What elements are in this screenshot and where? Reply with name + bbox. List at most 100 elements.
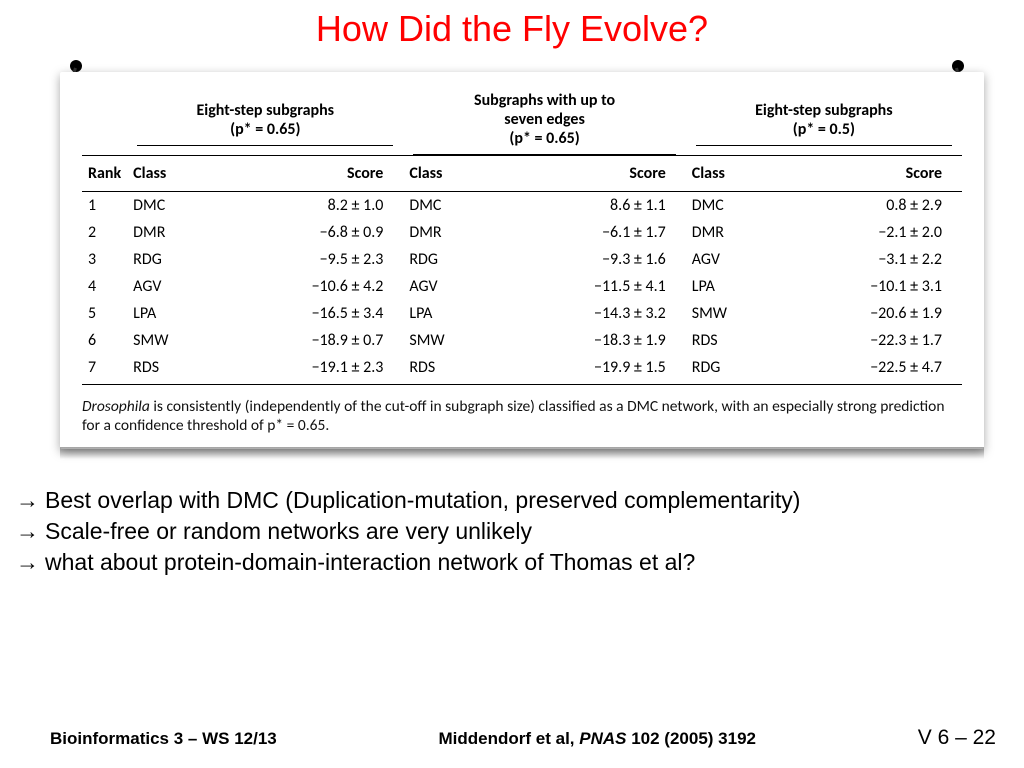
arrow-icon: → [16, 547, 45, 578]
cell-score: −19.9 ± 1.5 [495, 354, 685, 385]
group-title: seven edges [504, 110, 585, 129]
cell-class: SMW [403, 327, 495, 354]
cell-class: RDS [686, 327, 776, 354]
cell-score: −19.1 ± 2.3 [217, 354, 403, 385]
cell-score: −11.5 ± 4.1 [495, 273, 685, 300]
cell-rank: 2 [82, 219, 127, 246]
header-score: Score [217, 156, 403, 192]
cell-score: −18.9 ± 0.7 [217, 327, 403, 354]
column-group-2: Subgraphs with up to seven edges (p* = 0… [403, 88, 685, 156]
header-class: Class [127, 156, 217, 192]
cell-class: DMC [686, 192, 776, 220]
cell-class: DMR [686, 219, 776, 246]
table-row: 2DMR−6.8 ± 0.9DMR−6.1 ± 1.7DMR−2.1 ± 2.0 [82, 219, 962, 246]
cell-score: −22.5 ± 4.7 [776, 354, 962, 385]
footer-left: Bioinformatics 3 – WS 12/13 [50, 729, 277, 749]
citation-journal: PNAS [579, 729, 626, 748]
caption-italic: Drosophila [82, 397, 150, 416]
cell-class: SMW [127, 327, 217, 354]
header-score: Score [495, 156, 685, 192]
cell-rank: 5 [82, 300, 127, 327]
cell-class: RDG [686, 354, 776, 385]
cell-score: 8.2 ± 1.0 [217, 192, 403, 220]
cell-score: −3.1 ± 2.2 [776, 246, 962, 273]
cell-score: −10.1 ± 3.1 [776, 273, 962, 300]
table-row: 6SMW−18.9 ± 0.7SMW−18.3 ± 1.9RDS−22.3 ± … [82, 327, 962, 354]
cell-rank: 4 [82, 273, 127, 300]
cell-class: DMC [403, 192, 495, 220]
cell-score: −22.3 ± 1.7 [776, 327, 962, 354]
table-body: 1DMC8.2 ± 1.0DMC8.6 ± 1.1DMC0.8 ± 2.92DM… [82, 192, 962, 385]
bullet-text: Scale-free or random networks are very u… [45, 516, 532, 547]
cell-class: DMC [127, 192, 217, 220]
caption-text: is consistently (independently of the cu… [82, 397, 945, 435]
cell-class: SMW [686, 300, 776, 327]
arrow-icon: → [16, 485, 45, 516]
cell-score: −14.3 ± 3.2 [495, 300, 685, 327]
header-rank: Rank [82, 156, 127, 192]
column-group-3: Eight-step subgraphs (p* = 0.5) [686, 88, 962, 156]
cell-class: AGV [403, 273, 495, 300]
arrow-icon: → [16, 516, 45, 547]
citation-ref: 102 (2005) 3192 [626, 729, 756, 748]
group-subtitle: (p* = 0.65) [230, 120, 300, 139]
slide-title: How Did the Fly Evolve? [0, 0, 1024, 50]
slide-footer: Bioinformatics 3 – WS 12/13 Middendorf e… [0, 726, 1024, 750]
bullet-item: →Best overlap with DMC (Duplication-muta… [16, 485, 1008, 516]
cell-rank: 1 [82, 192, 127, 220]
cell-rank: 6 [82, 327, 127, 354]
cell-score: 0.8 ± 2.9 [776, 192, 962, 220]
table-row: 5LPA−16.5 ± 3.4LPA−14.3 ± 3.2SMW−20.6 ± … [82, 300, 962, 327]
footer-page: V 6 – 22 [918, 726, 996, 750]
cell-score: 8.6 ± 1.1 [495, 192, 685, 220]
header-class: Class [403, 156, 495, 192]
bullet-list: →Best overlap with DMC (Duplication-muta… [0, 461, 1024, 578]
cell-class: RDS [127, 354, 217, 385]
cell-score: −6.8 ± 0.9 [217, 219, 403, 246]
citation-author: Middendorf et al, [439, 729, 580, 748]
bullet-item: →Scale-free or random networks are very … [16, 516, 1008, 547]
table-caption: Drosophila is consistently (independentl… [82, 385, 962, 435]
group-title: Subgraphs with up to [474, 91, 615, 110]
cell-score: −18.3 ± 1.9 [495, 327, 685, 354]
cell-class: LPA [686, 273, 776, 300]
table-panel: Eight-step subgraphs (p* = 0.65) Subgrap… [60, 72, 984, 449]
cell-score: −16.5 ± 3.4 [217, 300, 403, 327]
table-row: 4AGV−10.6 ± 4.2AGV−11.5 ± 4.1LPA−10.1 ± … [82, 273, 962, 300]
cell-score: −9.3 ± 1.6 [495, 246, 685, 273]
cell-class: RDG [127, 246, 217, 273]
table-row: 7RDS−19.1 ± 2.3RDS−19.9 ± 1.5RDG−22.5 ± … [82, 354, 962, 385]
table-row: 1DMC8.2 ± 1.0DMC8.6 ± 1.1DMC0.8 ± 2.9 [82, 192, 962, 220]
cell-score: −20.6 ± 1.9 [776, 300, 962, 327]
page-number: 22 [973, 726, 996, 749]
bullet-text: what about protein-domain-interaction ne… [45, 547, 695, 578]
group-title: Eight-step subgraphs [196, 101, 334, 120]
cell-class: RDG [403, 246, 495, 273]
cell-score: −9.5 ± 2.3 [217, 246, 403, 273]
spacer [82, 88, 127, 156]
column-group-1: Eight-step subgraphs (p* = 0.65) [127, 88, 403, 156]
cell-class: AGV [127, 273, 217, 300]
cell-class: DMR [127, 219, 217, 246]
page-prefix: V 6 – [918, 726, 973, 749]
cell-rank: 7 [82, 354, 127, 385]
cell-class: RDS [403, 354, 495, 385]
cell-score: −10.6 ± 4.2 [217, 273, 403, 300]
group-subtitle: (p* = 0.5) [793, 120, 855, 139]
table-row: 3RDG−9.5 ± 2.3RDG−9.3 ± 1.6AGV−3.1 ± 2.2 [82, 246, 962, 273]
cell-class: LPA [127, 300, 217, 327]
cell-score: −2.1 ± 2.0 [776, 219, 962, 246]
footer-citation: Middendorf et al, PNAS 102 (2005) 3192 [439, 729, 756, 749]
bullet-item: →what about protein-domain-interaction n… [16, 547, 1008, 578]
cell-class: LPA [403, 300, 495, 327]
group-subtitle: (p* = 0.65) [509, 129, 579, 148]
cell-class: AGV [686, 246, 776, 273]
header-class: Class [686, 156, 776, 192]
bullet-text: Best overlap with DMC (Duplication-mutat… [45, 485, 800, 516]
cell-rank: 3 [82, 246, 127, 273]
cell-score: −6.1 ± 1.7 [495, 219, 685, 246]
group-title: Eight-step subgraphs [755, 101, 893, 120]
results-table: Eight-step subgraphs (p* = 0.65) Subgrap… [82, 88, 962, 385]
header-score: Score [776, 156, 962, 192]
cell-class: DMR [403, 219, 495, 246]
